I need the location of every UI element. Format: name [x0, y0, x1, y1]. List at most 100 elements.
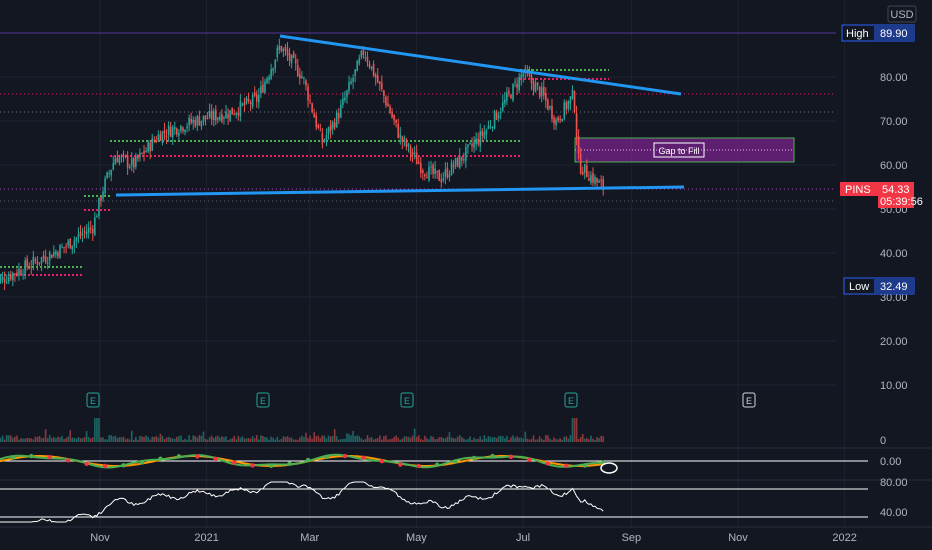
candle	[143, 144, 145, 162]
volume-bar	[120, 437, 123, 442]
price-tick-label: 30.00	[880, 292, 908, 304]
volume-bar	[231, 438, 233, 442]
volume-bar	[331, 436, 334, 442]
earnings-marker[interactable]: E	[400, 392, 414, 408]
volume-bar	[85, 430, 88, 442]
candle	[389, 104, 391, 115]
candle	[358, 54, 361, 66]
earnings-marker[interactable]: E	[86, 392, 100, 408]
volume-bar	[577, 438, 580, 442]
volume-bar	[290, 437, 293, 442]
macd-cross-dot	[545, 461, 551, 466]
volume-bar	[549, 438, 551, 442]
volume-bar	[340, 439, 342, 442]
volume-bar	[268, 439, 270, 442]
candle	[163, 122, 166, 141]
price-tick-label: 60.00	[880, 160, 908, 172]
candle	[446, 162, 449, 180]
volume-bar	[499, 435, 502, 442]
earnings-marker-upcoming[interactable]: E	[742, 392, 756, 408]
volume-bar	[405, 436, 408, 442]
volume-bar	[323, 435, 326, 442]
volume-bar	[456, 436, 459, 442]
candle	[467, 144, 469, 154]
candle	[374, 72, 377, 86]
volume-bar	[432, 436, 434, 442]
gap-to-fill-label: Gap to Fill	[658, 146, 699, 156]
volume-bar	[260, 435, 262, 442]
volume-bar	[237, 436, 240, 442]
candle	[577, 129, 580, 160]
candle	[411, 147, 414, 163]
volume-bar	[241, 436, 244, 442]
volume-bar	[173, 438, 176, 442]
candle	[71, 245, 74, 255]
volume-bar	[0, 437, 2, 442]
candle	[483, 125, 486, 140]
volume-bar	[542, 439, 545, 442]
volume-bar	[63, 439, 65, 442]
date-tick-label: Jul	[516, 532, 530, 544]
volume-bar	[590, 435, 592, 442]
candle	[299, 67, 301, 85]
volume-bar	[413, 428, 416, 442]
candle	[463, 152, 465, 164]
candle	[165, 129, 168, 145]
volume-bar	[214, 436, 217, 442]
volume-bar	[20, 438, 22, 442]
candle	[422, 168, 424, 181]
candle	[465, 143, 467, 169]
candle	[26, 255, 28, 271]
candle	[159, 130, 162, 141]
candle	[249, 99, 252, 112]
volume-bar	[83, 437, 86, 442]
date-tick-label: Mar	[300, 532, 319, 544]
candle	[309, 94, 311, 105]
ticker-symbol: PINS	[845, 184, 871, 196]
candle	[344, 90, 346, 103]
candle	[590, 171, 592, 185]
volume-bar	[288, 437, 291, 442]
candle	[272, 67, 274, 76]
candle	[167, 121, 170, 143]
candle	[551, 98, 553, 123]
volume-bar	[522, 438, 525, 442]
candle	[581, 166, 584, 176]
bar-countdown: 05:39:56	[880, 196, 923, 208]
candle	[48, 250, 51, 267]
candle	[405, 138, 408, 151]
rsi-axis-label-upper: 80.00	[880, 477, 908, 489]
candle	[352, 74, 354, 90]
earnings-marker[interactable]: E	[564, 392, 578, 408]
macd-cross-dot	[342, 453, 348, 459]
earnings-marker[interactable]: E	[256, 392, 270, 408]
candle	[147, 140, 149, 154]
volume-bar	[108, 435, 110, 442]
volume-bar	[596, 436, 598, 442]
volume-bar	[569, 435, 572, 442]
volume-bar	[333, 429, 336, 442]
volume-bar	[497, 436, 500, 442]
volume-bar	[440, 436, 443, 442]
candle	[354, 69, 356, 83]
volume-bar	[450, 437, 453, 442]
ascending-support-trendline[interactable]	[115, 185, 685, 197]
volume-bar	[28, 437, 31, 442]
candle	[204, 115, 207, 126]
rsi-oscillator	[0, 481, 604, 523]
currency-frame[interactable]	[887, 5, 917, 23]
candle	[350, 77, 352, 85]
candle	[456, 156, 459, 168]
candle	[391, 108, 393, 119]
volume-bar	[520, 437, 523, 442]
descending-trendline[interactable]	[279, 34, 682, 96]
candle	[124, 154, 127, 159]
macd-cross-dot	[305, 457, 311, 463]
candle	[346, 89, 348, 104]
candle	[247, 92, 250, 104]
volume-bar	[104, 439, 106, 442]
volume-bar	[194, 436, 197, 442]
volume-bar	[167, 436, 170, 442]
